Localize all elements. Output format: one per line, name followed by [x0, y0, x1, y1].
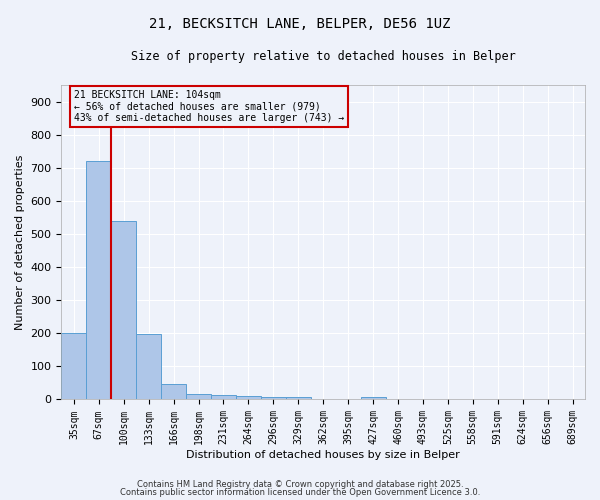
- Bar: [286, 397, 311, 400]
- Bar: [211, 395, 236, 400]
- Bar: [236, 396, 261, 400]
- Text: Contains public sector information licensed under the Open Government Licence 3.: Contains public sector information licen…: [120, 488, 480, 497]
- Bar: [261, 397, 286, 400]
- Bar: [86, 161, 111, 400]
- Bar: [161, 384, 186, 400]
- Text: 21, BECKSITCH LANE, BELPER, DE56 1UZ: 21, BECKSITCH LANE, BELPER, DE56 1UZ: [149, 18, 451, 32]
- Text: Contains HM Land Registry data © Crown copyright and database right 2025.: Contains HM Land Registry data © Crown c…: [137, 480, 463, 489]
- Bar: [111, 220, 136, 400]
- Bar: [136, 334, 161, 400]
- Title: Size of property relative to detached houses in Belper: Size of property relative to detached ho…: [131, 50, 515, 63]
- X-axis label: Distribution of detached houses by size in Belper: Distribution of detached houses by size …: [187, 450, 460, 460]
- Y-axis label: Number of detached properties: Number of detached properties: [15, 154, 25, 330]
- Text: 21 BECKSITCH LANE: 104sqm
← 56% of detached houses are smaller (979)
43% of semi: 21 BECKSITCH LANE: 104sqm ← 56% of detac…: [74, 90, 344, 123]
- Bar: [61, 334, 86, 400]
- Bar: [186, 394, 211, 400]
- Bar: [361, 397, 386, 400]
